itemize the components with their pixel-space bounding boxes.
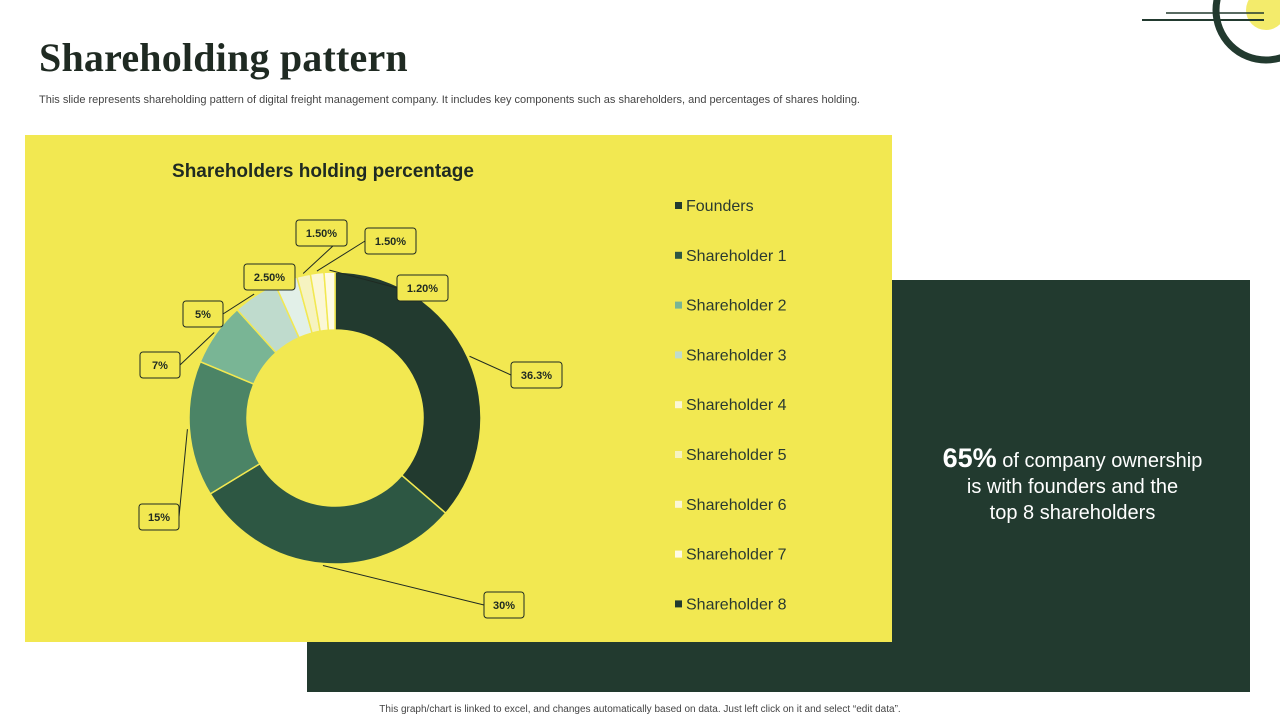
data-label-box-shareholder-3 [139,351,181,379]
stat-value: 65% [942,443,997,473]
leader-line-shareholder-1 [322,565,485,606]
donut-chart: Shareholders holding percentage 36.3% 30%… [138,161,787,619]
legend-label-shareholder-6: Shareholder 6 [686,497,787,514]
data-label-shareholder-1: 30% [493,600,515,612]
page-title: Shareholding pattern [39,35,408,80]
stat-text-1: of company ownership [996,450,1203,472]
legend-swatch-shareholder-4 [675,401,682,409]
legend-swatch-shareholder-7 [675,550,682,558]
deco-dot [1246,0,1280,30]
legend-label-shareholder-2: Shareholder 2 [686,298,787,315]
stat-text-2: is with founders and the [966,476,1179,498]
legend-label-shareholder-4: Shareholder 4 [686,397,787,414]
legend-swatch-shareholder-1 [675,251,682,259]
legend-swatch-shareholder-3 [675,351,682,359]
legend-label-shareholder-3: Shareholder 3 [686,347,787,364]
data-label-box-shareholder-1 [483,591,525,619]
slice-shareholder-1[interactable] [209,462,447,565]
data-label-box-shareholder-4 [182,300,224,328]
legend-swatch-shareholder-2 [675,301,682,309]
legend-swatch-shareholder-6 [675,500,682,508]
chart-panel: Shareholders holding percentage 36.3% 30%… [25,135,892,642]
legend-label-shareholder-8: Shareholder 8 [686,596,787,613]
footer-note: This graph/chart is linked to excel, and… [379,704,901,715]
slice-shareholder-8[interactable] [323,271,336,332]
leader-line-founders [469,355,512,376]
data-label-box-shareholder-2 [138,503,180,531]
corner-decoration [1142,0,1280,64]
leader-line-shareholder-8 [329,269,398,289]
slice-founders[interactable] [334,271,482,515]
leader-line-shareholder-3 [179,332,215,366]
data-label-box-shareholder-8 [396,274,449,302]
ownership-stat: 65% of company ownership is with founder… [900,445,1245,526]
stat-text-3: top 8 shareholders [989,502,1156,524]
data-label-shareholder-6: 1.50% [306,228,337,240]
data-label-shareholder-4: 5% [195,309,211,321]
legend-label-shareholder-5: Shareholder 5 [686,447,787,464]
leader-line-shareholder-4 [222,293,255,315]
legend-swatch-founders [675,202,682,209]
data-label-box-shareholder-6 [295,219,348,247]
legend-label-founders: Founders [686,198,754,215]
page-subtitle: This slide represents shareholding patte… [39,94,860,106]
chart-title: Shareholders holding percentage [172,161,474,182]
data-label-founders: 36.3% [521,370,552,382]
data-label-shareholder-3: 7% [152,360,168,372]
data-label-shareholder-7: 1.50% [375,236,406,248]
data-label-shareholder-8: 1.20% [407,283,438,295]
data-label-box-shareholder-7 [364,227,417,255]
data-label-shareholder-2: 15% [148,512,170,524]
deco-ring [1212,0,1280,64]
data-label-shareholder-5: 2.50% [254,272,285,284]
legend-label-shareholder-1: Shareholder 1 [686,248,787,265]
legend-swatch-shareholder-8 [675,600,682,608]
data-label-box-shareholder-5 [243,263,296,291]
leader-line-shareholder-2 [178,429,188,518]
leader-line-shareholder-7 [316,240,366,272]
legend-label-shareholder-7: Shareholder 7 [686,547,787,564]
legend-swatch-shareholder-5 [675,451,682,458]
data-label-box-founders [510,361,563,389]
